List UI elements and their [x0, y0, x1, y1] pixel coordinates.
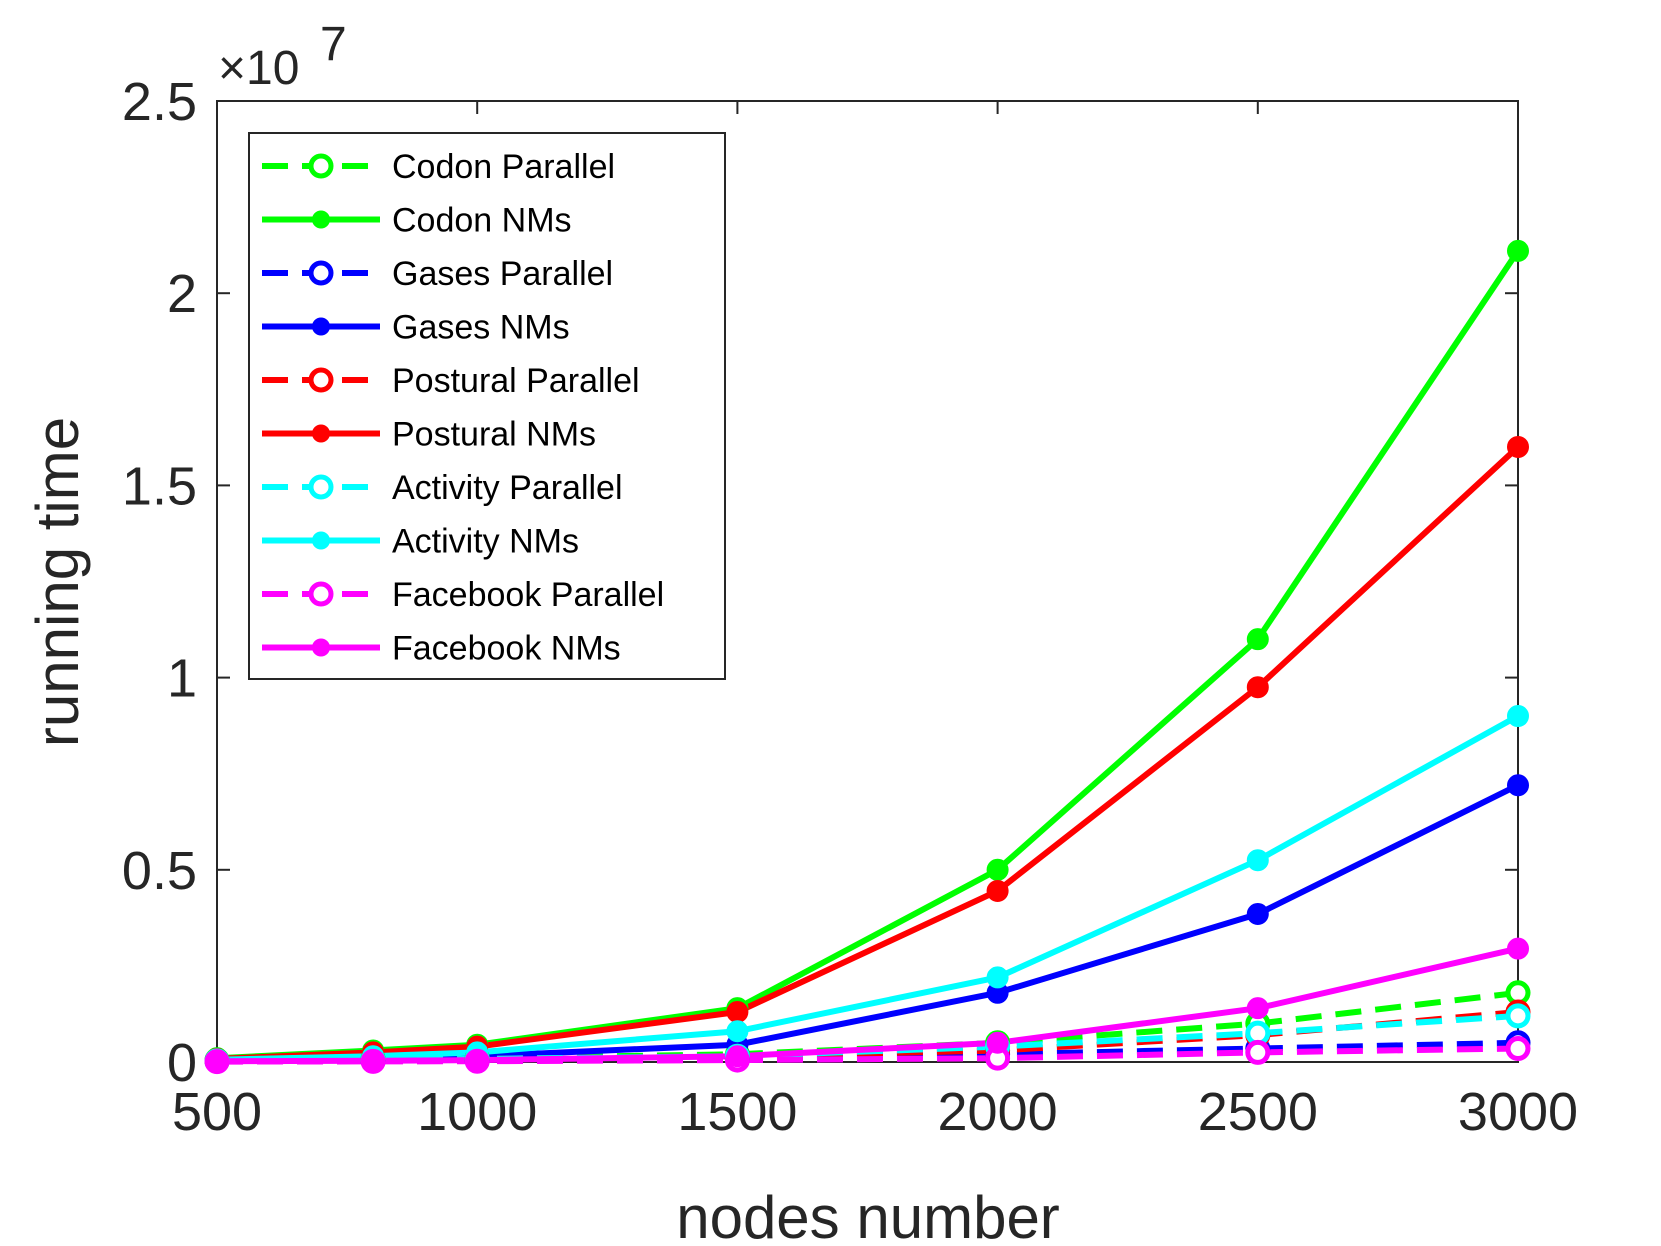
- y-tick-label: 0.5: [122, 841, 197, 901]
- postural-nms-point: [1507, 435, 1529, 458]
- postural-nms-point: [1246, 676, 1269, 699]
- legend-marker-activity-parallel: [308, 474, 334, 500]
- series-markers: [204, 239, 1531, 1075]
- legend-marker-activity-nms: [312, 531, 330, 550]
- activity-nms-point: [986, 966, 1009, 989]
- y-tick-labels: 0 0.5 1 1.5 2 2.5: [122, 72, 197, 1093]
- legend-marker-codon-nms: [312, 210, 330, 229]
- legend-label-activity-nms: Activity NMs: [392, 523, 579, 561]
- legend: Codon Parallel Codon NMs Gases Parallel Gas…: [248, 132, 726, 680]
- activity-nms-point: [726, 1020, 749, 1043]
- legend-label-facebook-parallel: Facebook Parallel: [392, 576, 664, 614]
- legend-marker-postural-parallel: [308, 367, 334, 393]
- y-tick-label: 1.5: [122, 456, 197, 516]
- postural-nms-point: [986, 879, 1009, 902]
- legend-label-codon-parallel: Codon Parallel: [392, 148, 615, 186]
- codon-nms-point: [1246, 628, 1269, 651]
- x-tick-label: 1000: [417, 1082, 537, 1142]
- legend-marker-facebook-parallel: [308, 581, 334, 607]
- legend-marker-gases-nms: [312, 317, 330, 336]
- legend-label-codon-nms: Codon NMs: [392, 202, 572, 240]
- codon-nms-point: [986, 858, 1009, 881]
- legend-label-gases-parallel: Gases Parallel: [392, 255, 613, 293]
- x-tick-labels: 500 1000 1500 2000 2500 3000: [172, 1082, 1578, 1142]
- x-tick-label: 3000: [1458, 1082, 1578, 1142]
- activity-parallel-point: [1505, 1003, 1531, 1029]
- postural-nms-point: [726, 1001, 749, 1024]
- activity-nms-point: [1246, 849, 1269, 872]
- x-tick-label: 2500: [1198, 1082, 1318, 1142]
- x-tick-label: 500: [172, 1082, 262, 1142]
- x-tick-label: 1500: [677, 1082, 797, 1142]
- y-axis-title: running time: [24, 417, 91, 747]
- legend-marker-codon-parallel: [308, 153, 334, 179]
- facebook-nms-point: [1507, 937, 1529, 960]
- legend-marker-facebook-nms: [312, 638, 330, 657]
- legend-marker-gases-parallel: [308, 260, 334, 286]
- legend-label-postural-nms: Postural NMs: [392, 416, 596, 454]
- facebook-nms-point: [466, 1049, 489, 1072]
- y-exponent-base: ×10: [218, 42, 299, 95]
- facebook-nms-point: [726, 1045, 749, 1068]
- legend-marker-postural-nms: [312, 424, 330, 443]
- y-exponent-power: 7: [320, 18, 347, 71]
- facebook-nms-point: [206, 1050, 228, 1073]
- x-axis-title: nodes number: [676, 1184, 1060, 1246]
- y-tick-label: 2.5: [122, 72, 197, 132]
- gases-nms-point: [1246, 903, 1269, 926]
- facebook-nms-point: [1246, 997, 1269, 1020]
- codon-nms-point: [1507, 239, 1529, 262]
- facebook-nms-point: [362, 1049, 385, 1072]
- y-tick-label: 2: [167, 264, 197, 324]
- gases-nms-point: [1507, 774, 1529, 797]
- facebook-parallel-point: [1245, 1039, 1271, 1065]
- x-tick-label: 2000: [938, 1082, 1058, 1142]
- legend-label-facebook-nms: Facebook NMs: [392, 630, 621, 668]
- legend-label-gases-nms: Gases NMs: [392, 309, 570, 347]
- legend-label-activity-parallel: Activity Parallel: [392, 469, 623, 507]
- activity-nms-point: [1507, 705, 1529, 728]
- facebook-nms-point: [986, 1031, 1009, 1054]
- facebook-parallel-point: [1505, 1036, 1531, 1062]
- legend-label-postural-parallel: Postural Parallel: [392, 362, 640, 400]
- y-tick-label: 1: [167, 649, 197, 709]
- y-tick-label: 0: [167, 1033, 197, 1093]
